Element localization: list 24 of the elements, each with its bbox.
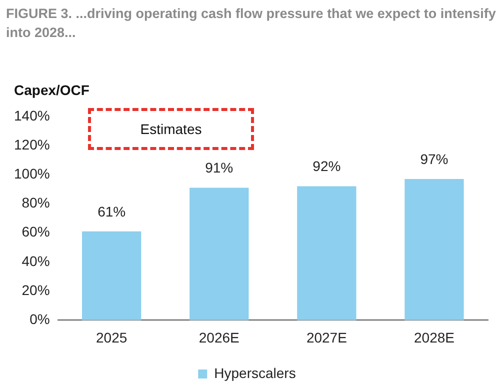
dashed-outline: Estimates [88, 108, 254, 150]
x-tick-label: 2027E [306, 329, 347, 346]
data-label: 91% [205, 160, 234, 176]
data-label: 92% [312, 158, 341, 174]
bar [404, 178, 464, 320]
data-label: 97% [420, 150, 448, 167]
chart-title: FIGURE 3. ...driving operating cash flow pressure that we expect to intensify into 2028... [6, 5, 496, 42]
y-tick-label: 0% [30, 311, 50, 328]
x-tick-label: 2028E [414, 329, 454, 346]
bar [297, 186, 356, 320]
y-tick-label: 20% [22, 282, 50, 298]
y-tick-label: 100% [14, 165, 50, 182]
x-tick-label: 2026E [198, 329, 240, 346]
bar [82, 231, 142, 320]
y-tick-label: 140% [14, 107, 50, 124]
y-tick-label: 40% [22, 252, 50, 269]
legend-label: Hyperscalers [214, 364, 296, 381]
y-tick-label: 60% [22, 224, 50, 240]
data-label: 61% [98, 203, 126, 220]
y-tick-label: 120% [14, 136, 50, 152]
y-tick-label: 80% [22, 194, 50, 211]
bar [190, 188, 249, 320]
x-tick-label: 2025 [96, 329, 128, 346]
y-axis-title: Capex/OCF [14, 82, 90, 98]
